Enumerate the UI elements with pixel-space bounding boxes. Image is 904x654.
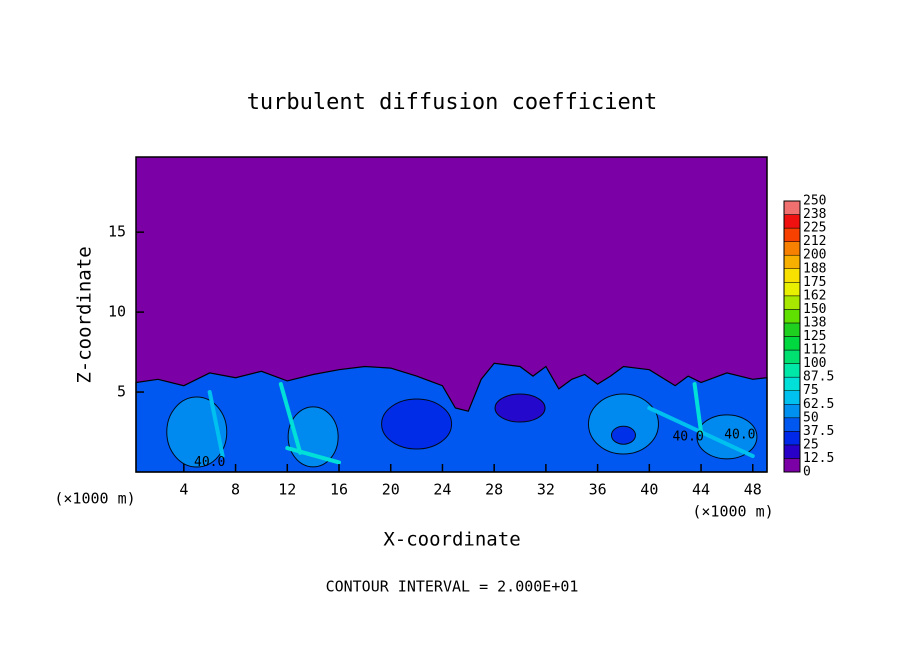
contour-interval: CONTOUR INTERVAL = 2.000E+01 — [326, 578, 579, 596]
colorbar-band — [783, 404, 801, 419]
colorbar-label: 200 — [803, 248, 826, 263]
colorbar-label: 212 — [803, 234, 826, 249]
colorbar-band — [783, 363, 801, 378]
eddy — [587, 393, 659, 455]
colorbar-label: 225 — [803, 221, 826, 236]
colorbar-band — [783, 349, 801, 364]
colorbar-label: 162 — [803, 288, 826, 303]
colorbar-band — [783, 214, 801, 229]
eddy — [166, 396, 228, 468]
streak — [285, 446, 342, 465]
eddy — [381, 398, 453, 450]
colorbar-label: 87.5 — [803, 370, 834, 385]
streak — [207, 390, 225, 459]
colorbar-label: 175 — [803, 275, 826, 290]
x-tick-label: 16 — [330, 481, 348, 499]
x-tick-label: 36 — [589, 481, 607, 499]
x-tick-label: 44 — [692, 481, 710, 499]
x-tick-label: 24 — [433, 481, 451, 499]
colorbar-label: 250 — [803, 194, 826, 209]
colorbar-band — [783, 336, 801, 351]
plot-frame — [135, 156, 768, 473]
colorbar-label: 37.5 — [803, 424, 834, 439]
colorbar-band — [783, 376, 801, 391]
contour-label: 40.0 — [194, 455, 225, 470]
colorbar-band — [783, 200, 801, 215]
y-tick-label: 15 — [108, 223, 126, 241]
x-unit-label: (×1000 m) — [54, 490, 135, 508]
colorbar-band — [783, 431, 801, 446]
colorbar-label: 125 — [803, 329, 826, 344]
colorbar-band — [783, 322, 801, 337]
colorbar-band — [783, 417, 801, 432]
x-tick-label: 48 — [744, 481, 762, 499]
colorbar-band — [783, 227, 801, 242]
colorbar-label: 138 — [803, 315, 826, 330]
colorbar-band — [783, 390, 801, 405]
colorbar-band — [783, 458, 801, 473]
colorbar-label: 112 — [803, 343, 826, 358]
colorbar-label: 0 — [803, 465, 811, 480]
y-tick-label: 5 — [117, 383, 126, 401]
contour-label: 40.0 — [672, 429, 703, 444]
streak — [692, 382, 704, 435]
streak — [278, 382, 303, 455]
colorbar-label: 150 — [803, 302, 826, 317]
x-tick-label: 32 — [537, 481, 555, 499]
chart-title: turbulent diffusion coefficient — [247, 90, 658, 115]
x-tick-label: 40 — [640, 481, 658, 499]
contour-label: 40.0 — [724, 428, 755, 443]
colorbar-label: 25 — [803, 437, 819, 452]
x-tick-label: 8 — [231, 481, 240, 499]
eddy — [494, 393, 546, 423]
x-tick-label: 12 — [278, 481, 296, 499]
colorbar-band — [783, 268, 801, 283]
colorbar-label: 62.5 — [803, 397, 834, 412]
colorbar-label: 75 — [803, 383, 819, 398]
colorbar-band — [783, 444, 801, 459]
y-tick-label: 10 — [108, 303, 126, 321]
x-tick-label: 4 — [179, 481, 188, 499]
y-axis-label: Z-coordinate — [74, 246, 96, 383]
colorbar-label: 100 — [803, 356, 826, 371]
colorbar-band — [783, 241, 801, 256]
colorbar-label: 188 — [803, 261, 826, 276]
colorbar-band — [783, 254, 801, 269]
x-unit-label: (×1000 m) — [692, 503, 773, 521]
eddy — [696, 414, 758, 460]
x-axis-label: X-coordinate — [383, 529, 520, 551]
eddy — [610, 425, 636, 445]
colorbar-label: 50 — [803, 410, 819, 425]
colorbar-band — [783, 282, 801, 297]
colorbar-label: 12.5 — [803, 451, 834, 466]
colorbar-band — [783, 309, 801, 324]
colorbar-label: 238 — [803, 207, 826, 222]
colorbar-frame — [783, 200, 801, 473]
colorbar-band — [783, 295, 801, 310]
x-tick-label: 20 — [382, 481, 400, 499]
x-tick-label: 28 — [485, 481, 503, 499]
